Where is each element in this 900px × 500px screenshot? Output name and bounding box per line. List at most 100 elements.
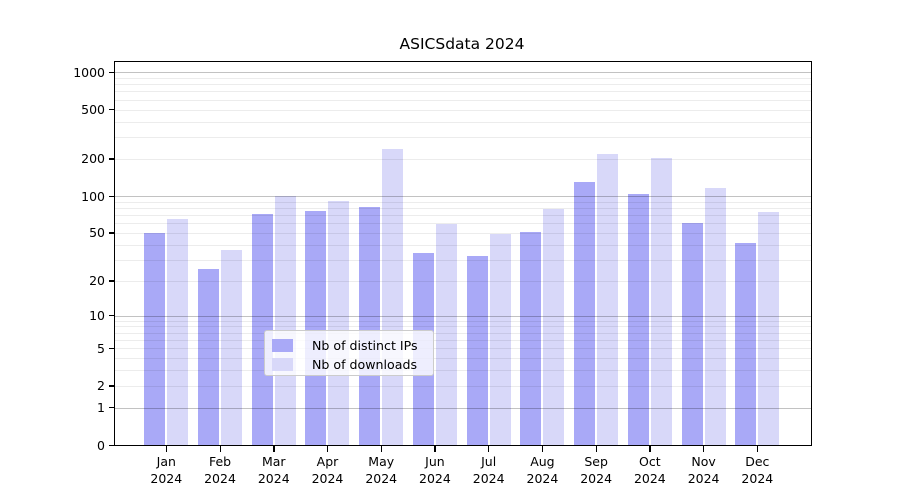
gridline-minor bbox=[115, 109, 811, 111]
gridline-minor bbox=[115, 99, 811, 101]
y-tick-label: 2 bbox=[97, 378, 105, 394]
y-tick bbox=[109, 280, 115, 282]
bar-apr-downloads bbox=[328, 201, 350, 445]
gridline-minor bbox=[115, 259, 811, 261]
bar-nov-downloads bbox=[704, 187, 726, 445]
x-tick-label: Sep 2024 bbox=[580, 454, 613, 486]
gridline-minor bbox=[115, 223, 811, 225]
y-tick-label: 1000 bbox=[73, 64, 105, 80]
y-tick bbox=[109, 232, 115, 234]
bar-aug-distinct-ips bbox=[520, 231, 542, 445]
bar-jan-distinct-ips bbox=[144, 232, 166, 445]
x-tick bbox=[488, 445, 490, 452]
bar-nov-distinct-ips bbox=[681, 223, 703, 445]
gridline-minor bbox=[115, 370, 811, 372]
y-tick bbox=[109, 347, 115, 350]
gridline-minor bbox=[115, 385, 811, 387]
gridline-major bbox=[115, 196, 811, 197]
bar-aug-downloads bbox=[543, 208, 565, 445]
gridline-minor bbox=[115, 320, 811, 322]
bar-sep-downloads bbox=[597, 153, 619, 445]
y-tick bbox=[109, 407, 115, 409]
gridline-minor bbox=[115, 158, 811, 160]
y-tick-label: 20 bbox=[89, 273, 105, 289]
bar-mar-distinct-ips bbox=[251, 214, 273, 445]
y-tick bbox=[109, 109, 115, 111]
gridline-major bbox=[115, 407, 811, 409]
legend-swatch-distinct-ips bbox=[272, 338, 293, 352]
bar-jul-distinct-ips bbox=[466, 256, 488, 445]
bar-jun-downloads bbox=[435, 224, 457, 445]
y-tick-label: 0 bbox=[97, 437, 105, 453]
bar-feb-distinct-ips bbox=[198, 269, 220, 445]
legend-label-distinct-ips: Nb of distinct IPs bbox=[312, 337, 418, 353]
gridline-minor bbox=[115, 244, 811, 246]
x-tick-label: Feb 2024 bbox=[204, 454, 236, 486]
legend-label-downloads: Nb of downloads bbox=[312, 356, 418, 372]
gridline-minor bbox=[115, 137, 811, 139]
bar-dec-downloads bbox=[758, 212, 780, 445]
bar-dec-distinct-ips bbox=[735, 243, 757, 445]
x-tick bbox=[434, 445, 436, 452]
y-tick-label: 500 bbox=[81, 102, 105, 118]
gridline-minor bbox=[115, 358, 811, 360]
legend: Nb of distinct IPs Nb of downloads bbox=[264, 330, 434, 376]
y-tick-label: 100 bbox=[81, 188, 105, 204]
plot-area: 0 1 2 5 10 20 50 100 200 500 1000 Jan 2024 Feb 2024 Mar… bbox=[73, 61, 812, 486]
bar-oct-distinct-ips bbox=[627, 194, 649, 445]
x-tick-label: Jul 2024 bbox=[472, 454, 505, 486]
y-tick bbox=[109, 195, 115, 197]
gridline-minor bbox=[115, 91, 811, 93]
bar-feb-downloads bbox=[221, 250, 243, 445]
chart-title: ASICSdata 2024 bbox=[399, 35, 525, 53]
x-tick-label: Dec 2024 bbox=[741, 454, 774, 486]
gridline-minor bbox=[115, 332, 811, 334]
y-tick-label: 5 bbox=[97, 340, 105, 356]
x-tick bbox=[595, 445, 597, 452]
bar-mar-downloads bbox=[274, 196, 296, 445]
x-tick bbox=[326, 445, 329, 452]
y-tick bbox=[109, 444, 115, 446]
gridline-minor bbox=[115, 77, 811, 79]
gridline-minor bbox=[115, 340, 811, 341]
legend-entry-downloads: Nb of downloads bbox=[272, 355, 433, 373]
gridline-major bbox=[115, 72, 811, 74]
y-tick-label: 1 bbox=[97, 400, 105, 416]
y-tick-label: 200 bbox=[81, 151, 105, 167]
legend-swatch-downloads bbox=[272, 357, 293, 371]
x-tick-label: Jun 2024 bbox=[419, 454, 451, 486]
gridline-minor bbox=[115, 207, 811, 209]
x-tick-label: Oct 2024 bbox=[633, 454, 666, 486]
x-tick bbox=[273, 445, 275, 452]
gridline-minor bbox=[115, 326, 811, 328]
y-tick bbox=[109, 71, 115, 74]
x-tick bbox=[219, 445, 221, 452]
x-tick bbox=[703, 445, 705, 452]
gridline-major bbox=[115, 315, 811, 317]
bar-apr-distinct-ips bbox=[305, 210, 327, 445]
y-tick bbox=[109, 315, 115, 317]
bar-oct-downloads bbox=[650, 157, 672, 445]
gridline-minor bbox=[115, 232, 811, 234]
x-tick-label: Mar 2024 bbox=[257, 454, 290, 486]
y-tick bbox=[109, 385, 115, 387]
x-tick-label: May 2024 bbox=[365, 454, 398, 486]
y-tick-label: 10 bbox=[89, 308, 105, 324]
gridline-minor bbox=[115, 215, 811, 217]
x-tick-label: Jan 2024 bbox=[150, 454, 183, 486]
x-tick-label: Nov 2024 bbox=[687, 454, 720, 486]
x-tick bbox=[165, 445, 168, 452]
x-tick bbox=[649, 445, 651, 452]
bar-may-downloads bbox=[382, 149, 404, 445]
x-tick-label: Aug 2024 bbox=[526, 454, 559, 486]
gridline-minor bbox=[115, 84, 811, 86]
y-tick-label: 50 bbox=[89, 225, 105, 241]
legend-entry-distinct-ips: Nb of distinct IPs bbox=[272, 336, 433, 354]
x-tick bbox=[380, 445, 383, 452]
gridline-minor bbox=[115, 348, 811, 350]
bar-sep-distinct-ips bbox=[574, 181, 596, 445]
x-tick bbox=[541, 445, 544, 452]
x-tick bbox=[756, 445, 759, 452]
gridline-minor bbox=[115, 121, 811, 123]
